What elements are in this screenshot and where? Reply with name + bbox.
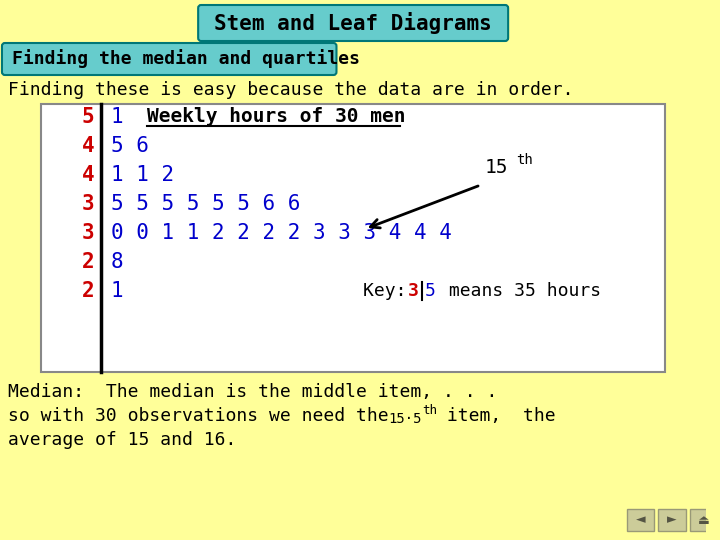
Text: 1 1 2: 1 1 2 (111, 165, 174, 185)
Text: Key:: Key: (363, 282, 418, 300)
Text: 4: 4 (81, 136, 94, 156)
Text: ◄: ◄ (636, 514, 645, 526)
Text: 1: 1 (111, 107, 123, 127)
Text: 0 0 1 1 2 2 2 2 3 3 3 4 4 4: 0 0 1 1 2 2 2 2 3 3 3 4 4 4 (111, 223, 451, 243)
FancyBboxPatch shape (2, 43, 336, 75)
Text: 3: 3 (81, 194, 94, 214)
Text: 15·5: 15·5 (389, 412, 422, 426)
Text: item,  the: item, the (436, 407, 555, 425)
Text: th: th (422, 404, 437, 417)
FancyBboxPatch shape (658, 509, 685, 531)
Text: Stem and Leaf Diagrams: Stem and Leaf Diagrams (215, 12, 492, 34)
Text: ⏏: ⏏ (698, 514, 709, 526)
Text: Finding the median and quartiles: Finding the median and quartiles (12, 50, 360, 69)
Text: so with 30 observations we need the: so with 30 observations we need the (8, 407, 400, 425)
FancyBboxPatch shape (198, 5, 508, 41)
Text: 2: 2 (81, 281, 94, 301)
Text: Finding these is easy because the data are in order.: Finding these is easy because the data a… (8, 81, 573, 99)
Text: Weekly hours of 30 men: Weekly hours of 30 men (147, 107, 405, 126)
Text: 5 5 5 5 5 5 6 6: 5 5 5 5 5 5 6 6 (111, 194, 300, 214)
Text: 4: 4 (81, 165, 94, 185)
Text: 5: 5 (81, 107, 94, 127)
Text: 15: 15 (485, 158, 508, 177)
Text: 1: 1 (111, 281, 123, 301)
FancyBboxPatch shape (41, 104, 665, 372)
Text: average of 15 and 16.: average of 15 and 16. (8, 431, 236, 449)
Text: 8: 8 (111, 252, 123, 272)
FancyBboxPatch shape (690, 509, 717, 531)
Text: ►: ► (667, 514, 677, 526)
Text: th: th (516, 153, 533, 167)
FancyBboxPatch shape (627, 509, 654, 531)
Text: Median:  The median is the middle item, . . .: Median: The median is the middle item, .… (8, 383, 498, 401)
Text: means 35 hours: means 35 hours (438, 282, 600, 300)
Text: 3: 3 (408, 282, 419, 300)
Text: 3: 3 (81, 223, 94, 243)
Text: 2: 2 (81, 252, 94, 272)
Text: 5 6: 5 6 (111, 136, 149, 156)
Text: 5: 5 (425, 282, 436, 300)
